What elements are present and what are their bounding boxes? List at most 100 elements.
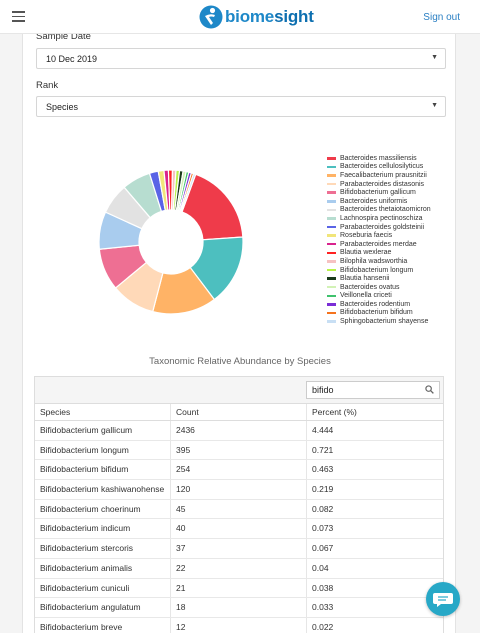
percent-cell: 0.038 [312, 582, 334, 593]
species-cell: Bifidobacterium choerinum [35, 499, 171, 519]
sign-out-link[interactable]: Sign out [423, 12, 460, 23]
legend-swatch [327, 174, 336, 177]
brand-logo[interactable]: biomesight [198, 3, 314, 31]
legend-item[interactable]: Blautia wexlerae [327, 249, 455, 258]
legend-swatch [327, 320, 336, 323]
legend-label: Sphingobacterium shayense [340, 318, 429, 326]
count-cell: 2436 [171, 421, 307, 440]
species-cell: Bifidobacterium gallicum [35, 421, 171, 440]
legend-item[interactable]: Parabacteroides goldsteinii [327, 223, 455, 232]
percent-cell: 0.073 [312, 523, 334, 534]
species-cell: Bifidobacterium breve [35, 617, 171, 633]
percent-cell: 0.04 [312, 562, 329, 573]
legend-item[interactable]: Bacteroides uniformis [327, 197, 455, 206]
legend-item[interactable]: Bacteroides thetaiotaomicron [327, 206, 455, 215]
legend-item[interactable]: Bacteroides cellulosilyticus [327, 163, 455, 172]
legend-item[interactable]: Roseburia faecis [327, 231, 455, 240]
column-header-species[interactable]: Species [35, 404, 171, 420]
legend-item[interactable]: Bifidobacterium bifidum [327, 309, 455, 318]
legend-item[interactable]: Bifidobacterium longum [327, 266, 455, 275]
legend-item[interactable]: Bacteroides rodentium [327, 300, 455, 309]
legend-swatch [327, 208, 336, 212]
legend-item[interactable]: Parabacteroides distasonis [327, 180, 455, 189]
percent-cell: 0.219 [312, 484, 334, 495]
chart-legend: Bacteroides massiliensis Bacteroides cell… [327, 154, 455, 326]
legend-swatch [327, 217, 336, 220]
hamburger-menu-icon[interactable] [12, 11, 25, 22]
chat-button[interactable] [426, 582, 460, 616]
chat-bubble-icon [433, 593, 453, 607]
count-cell: 18 [171, 598, 307, 617]
legend-swatch [327, 311, 336, 315]
legend-label: Bacteroides cellulosilyticus [340, 163, 424, 171]
rank-select[interactable]: Species ▼ [36, 96, 446, 117]
count-cell: 22 [171, 558, 307, 578]
species-cell: Bifidobacterium indicum [35, 519, 171, 539]
table-toolbar: bifido [35, 377, 443, 404]
table-row[interactable]: Bifidobacterium bifidum 254 0.463 [35, 460, 443, 481]
count-cell: 120 [171, 480, 307, 499]
table-row[interactable]: Bifidobacterium angulatum 18 0.033 [35, 598, 443, 618]
legend-swatch [327, 157, 336, 160]
table-row[interactable]: Bifidobacterium gallicum 2436 4.444 [35, 421, 443, 441]
table-row[interactable]: Bifidobacterium breve 12 0.022 [35, 617, 443, 633]
legend-label: Bilophila wadsworthia [340, 257, 408, 265]
brand-name: biomesight [225, 7, 314, 27]
legend-label: Blautia hansenii [340, 275, 390, 283]
count-cell: 40 [171, 519, 307, 539]
legend-item[interactable]: Bilophila wadsworthia [327, 257, 455, 266]
legend-swatch [327, 242, 336, 246]
column-header-count[interactable]: Count [171, 404, 307, 420]
species-cell: Bifidobacterium bifidum [35, 460, 171, 480]
count-cell: 45 [171, 499, 307, 519]
legend-swatch [327, 268, 336, 272]
percent-cell: 0.082 [312, 503, 334, 514]
donut-slice[interactable] [180, 172, 197, 213]
table-row[interactable]: Bifidobacterium longum 395 0.721 [35, 440, 443, 461]
legend-swatch [327, 285, 336, 289]
legend-item[interactable]: Bacteroides massiliensis [327, 154, 455, 163]
rank-label: Rank [36, 80, 59, 91]
percent-cell: 0.721 [312, 444, 334, 455]
donut-chart-svg [98, 169, 244, 315]
species-cell: Bifidobacterium cuniculi [35, 578, 171, 598]
legend-swatch [327, 294, 336, 298]
chevron-down-icon: ▼ [431, 102, 438, 109]
table-row[interactable]: Bifidobacterium choerinum 45 0.082 [35, 499, 443, 520]
percent-cell: 0.033 [312, 602, 334, 613]
legend-swatch [327, 260, 336, 263]
legend-label: Roseburia faecis [340, 232, 393, 240]
legend-item[interactable]: Bacteroides ovatus [327, 283, 455, 292]
legend-item[interactable]: Parabacteroides merdae [327, 240, 455, 249]
search-icon[interactable] [425, 385, 434, 394]
legend-label: Veillonella criceti [340, 292, 392, 300]
table-row[interactable]: Bifidobacterium indicum 40 0.073 [35, 519, 443, 540]
count-cell: 395 [171, 440, 307, 460]
legend-label: Blautia wexlerae [340, 249, 392, 257]
sample-date-label: Sample Date [36, 34, 91, 42]
column-header-percent[interactable]: Percent (%) [312, 407, 357, 417]
brand-suffix: sight [274, 7, 314, 26]
table-row[interactable]: Bifidobacterium kashiwanohense 120 0.219 [35, 480, 443, 500]
legend-item[interactable]: Faecalibacterium prausnitzii [327, 171, 455, 180]
percent-cell: 0.463 [312, 464, 334, 475]
legend-item[interactable]: Bifidobacterium gallicum [327, 188, 455, 197]
rank-value: Species [46, 102, 79, 112]
donut-chart [98, 162, 244, 322]
legend-item[interactable]: Veillonella criceti [327, 292, 455, 301]
table-row[interactable]: Bifidobacterium stercoris 37 0.067 [35, 539, 443, 559]
legend-label: Bacteroides rodentium [340, 300, 411, 308]
table-row[interactable]: Bifidobacterium animalis 22 0.04 [35, 558, 443, 579]
chart-title: Taxonomic Relative Abundance by Species [149, 356, 331, 367]
table-search-input[interactable]: bifido [306, 381, 440, 399]
legend-item[interactable]: Lachnospira pectinoschiza [327, 214, 455, 223]
legend-swatch [327, 182, 336, 186]
sample-date-select[interactable]: 10 Dec 2019 ▼ [36, 48, 446, 69]
table-row[interactable]: Bifidobacterium cuniculi 21 0.038 [35, 578, 443, 599]
search-value: bifido [312, 385, 334, 395]
species-cell: Bifidobacterium angulatum [35, 598, 171, 617]
legend-item[interactable]: Blautia hansenii [327, 274, 455, 283]
count-cell: 12 [171, 617, 307, 633]
legend-item[interactable]: Sphingobacterium shayense [327, 317, 455, 326]
count-cell: 37 [171, 539, 307, 558]
